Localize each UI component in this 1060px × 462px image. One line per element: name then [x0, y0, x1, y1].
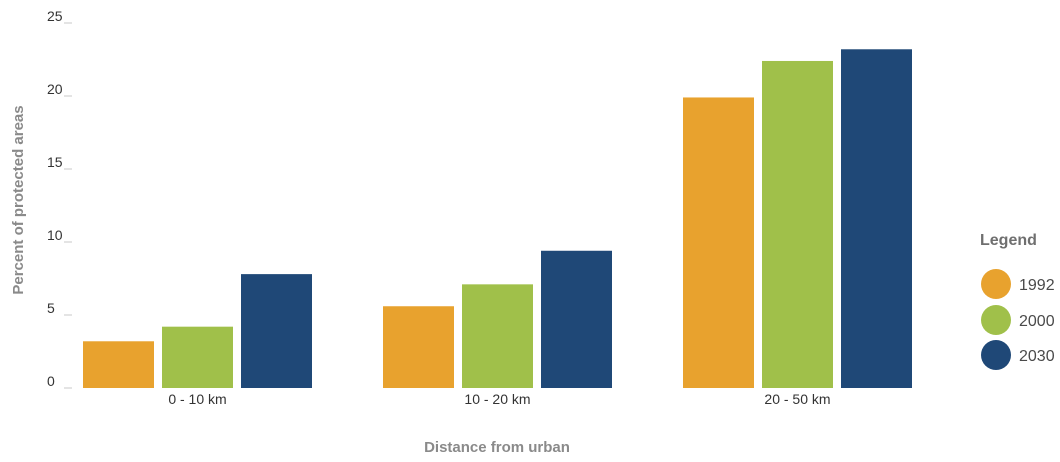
- bar-1992-2: [383, 306, 454, 388]
- bar-2030-1: [241, 274, 312, 388]
- legend-label-1992: 1992: [1019, 277, 1055, 294]
- y-tick-label: 5: [47, 300, 55, 316]
- x-tick-label: 0 - 10 km: [168, 391, 226, 407]
- bar-2030-2: [541, 250, 612, 388]
- bar-2000-1: [162, 326, 233, 388]
- y-tick-label: 10: [47, 227, 63, 243]
- bar-2000-2: [462, 284, 533, 388]
- y-tick-label: 20: [47, 81, 63, 97]
- bar-1992-1: [83, 341, 154, 388]
- legend-swatch-2000: [981, 305, 1011, 335]
- legend: Legend 1992 2000 2030: [980, 232, 1055, 370]
- legend-label-2030: 2030: [1019, 348, 1055, 365]
- bar-2030-3: [841, 49, 912, 388]
- y-tick-label: 0: [47, 373, 55, 389]
- bar-2000-3: [762, 60, 833, 389]
- bars: [83, 49, 912, 389]
- legend-swatch-1992: [981, 269, 1011, 299]
- x-tick-label: 20 - 50 km: [764, 391, 830, 407]
- legend-label-2000: 2000: [1019, 313, 1055, 330]
- y-axis-title: Percent of protected areas: [10, 105, 27, 294]
- x-axis: 0 - 10 km 10 - 20 km 20 - 50 km: [168, 391, 830, 407]
- x-tick-label: 10 - 20 km: [464, 391, 530, 407]
- y-tick-label: 25: [47, 8, 63, 24]
- y-tick-label: 15: [47, 154, 63, 170]
- x-axis-title: Distance from urban: [424, 439, 570, 456]
- bar-1992-3: [683, 97, 754, 389]
- legend-title: Legend: [980, 232, 1037, 249]
- y-axis: 0 5 10 15 20 25: [47, 8, 72, 389]
- legend-swatch-2030: [981, 340, 1011, 370]
